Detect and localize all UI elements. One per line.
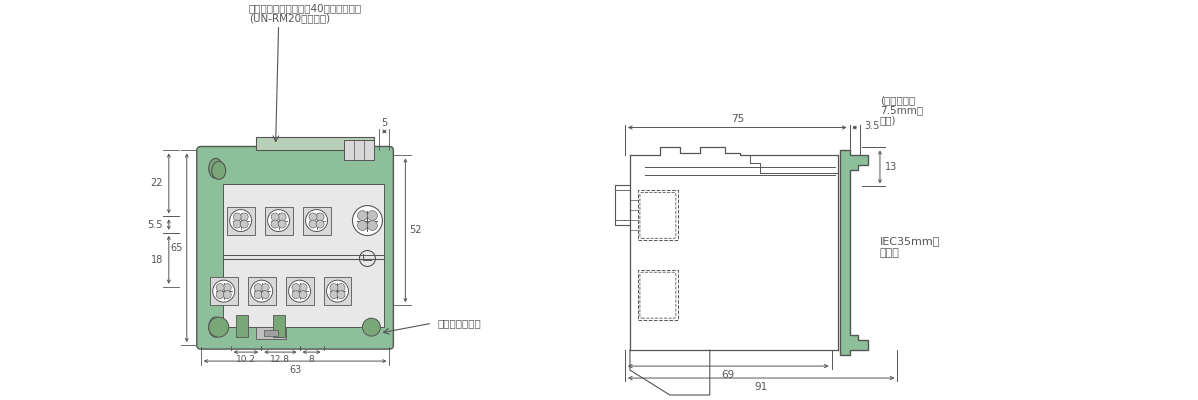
Circle shape bbox=[316, 220, 323, 228]
Circle shape bbox=[305, 210, 327, 232]
Circle shape bbox=[329, 291, 338, 299]
Ellipse shape bbox=[212, 162, 225, 180]
Bar bbox=[255, 327, 285, 339]
Bar bbox=[226, 206, 255, 234]
Bar bbox=[265, 206, 292, 234]
Text: 5.5: 5.5 bbox=[147, 220, 163, 230]
Circle shape bbox=[254, 284, 262, 292]
Bar bbox=[273, 315, 285, 337]
Text: 7.5mmの: 7.5mmの bbox=[881, 106, 924, 116]
FancyBboxPatch shape bbox=[196, 146, 393, 349]
Bar bbox=[345, 140, 375, 160]
Text: 91: 91 bbox=[755, 382, 768, 392]
Circle shape bbox=[357, 211, 368, 220]
Text: 13: 13 bbox=[885, 162, 897, 172]
Circle shape bbox=[352, 206, 382, 236]
Text: 5: 5 bbox=[381, 118, 387, 128]
Ellipse shape bbox=[208, 158, 223, 178]
Text: 69: 69 bbox=[721, 370, 734, 380]
Circle shape bbox=[316, 213, 323, 221]
Circle shape bbox=[337, 284, 345, 292]
Bar bbox=[637, 270, 678, 320]
Text: 63: 63 bbox=[289, 365, 301, 375]
Circle shape bbox=[234, 220, 241, 228]
Circle shape bbox=[250, 280, 273, 302]
Circle shape bbox=[292, 284, 300, 292]
Circle shape bbox=[289, 280, 310, 302]
Circle shape bbox=[357, 220, 368, 230]
Bar bbox=[303, 206, 331, 234]
Ellipse shape bbox=[208, 317, 223, 337]
Circle shape bbox=[292, 291, 300, 299]
Bar bbox=[210, 277, 237, 305]
Circle shape bbox=[213, 280, 235, 302]
Circle shape bbox=[254, 291, 262, 299]
Circle shape bbox=[300, 291, 307, 299]
Text: IEC35mm幅: IEC35mm幅 bbox=[881, 236, 940, 246]
Text: (UN-RM20の付属品): (UN-RM20の付属品) bbox=[249, 13, 329, 23]
Circle shape bbox=[216, 291, 224, 299]
Circle shape bbox=[300, 284, 307, 292]
Circle shape bbox=[241, 213, 248, 221]
Text: (レール厚さ: (レール厚さ bbox=[881, 96, 915, 106]
Circle shape bbox=[278, 220, 286, 228]
Circle shape bbox=[368, 211, 377, 220]
Text: サーマルリレー取付用40ねじ（２本）: サーマルリレー取付用40ねじ（２本） bbox=[249, 3, 362, 13]
Circle shape bbox=[329, 284, 338, 292]
Circle shape bbox=[216, 284, 224, 292]
Text: 12.8: 12.8 bbox=[271, 355, 290, 364]
Bar bbox=[637, 190, 678, 240]
Bar bbox=[236, 315, 248, 337]
Circle shape bbox=[230, 210, 252, 232]
Circle shape bbox=[368, 220, 377, 230]
Circle shape bbox=[271, 213, 279, 221]
Text: 22: 22 bbox=[150, 178, 163, 188]
Circle shape bbox=[278, 213, 286, 221]
Circle shape bbox=[327, 280, 349, 302]
Text: レール: レール bbox=[881, 248, 900, 258]
Circle shape bbox=[223, 284, 231, 292]
Bar bbox=[248, 277, 276, 305]
Circle shape bbox=[241, 220, 248, 228]
Circle shape bbox=[337, 291, 345, 299]
Bar bbox=[285, 277, 314, 305]
Circle shape bbox=[234, 213, 241, 221]
Bar bbox=[323, 277, 351, 305]
Text: 18: 18 bbox=[151, 255, 163, 265]
Bar bbox=[223, 184, 385, 258]
Circle shape bbox=[363, 318, 381, 336]
Text: 65: 65 bbox=[170, 243, 183, 253]
Bar bbox=[255, 136, 375, 150]
Polygon shape bbox=[840, 150, 869, 355]
Circle shape bbox=[261, 284, 270, 292]
Circle shape bbox=[271, 220, 279, 228]
Text: 3.5: 3.5 bbox=[864, 120, 879, 130]
Circle shape bbox=[309, 220, 317, 228]
Circle shape bbox=[261, 291, 270, 299]
Circle shape bbox=[309, 213, 317, 221]
Circle shape bbox=[208, 317, 229, 337]
Text: 場合): 場合) bbox=[881, 116, 896, 126]
Bar bbox=[264, 330, 278, 336]
Text: 10.2: 10.2 bbox=[236, 355, 256, 364]
Circle shape bbox=[223, 291, 231, 299]
Text: 8: 8 bbox=[309, 355, 314, 364]
Bar bbox=[223, 255, 385, 327]
Circle shape bbox=[267, 210, 290, 232]
Text: 75: 75 bbox=[731, 114, 744, 124]
Text: 52: 52 bbox=[410, 225, 422, 235]
Text: リセットパー・: リセットパー・ bbox=[437, 318, 482, 328]
